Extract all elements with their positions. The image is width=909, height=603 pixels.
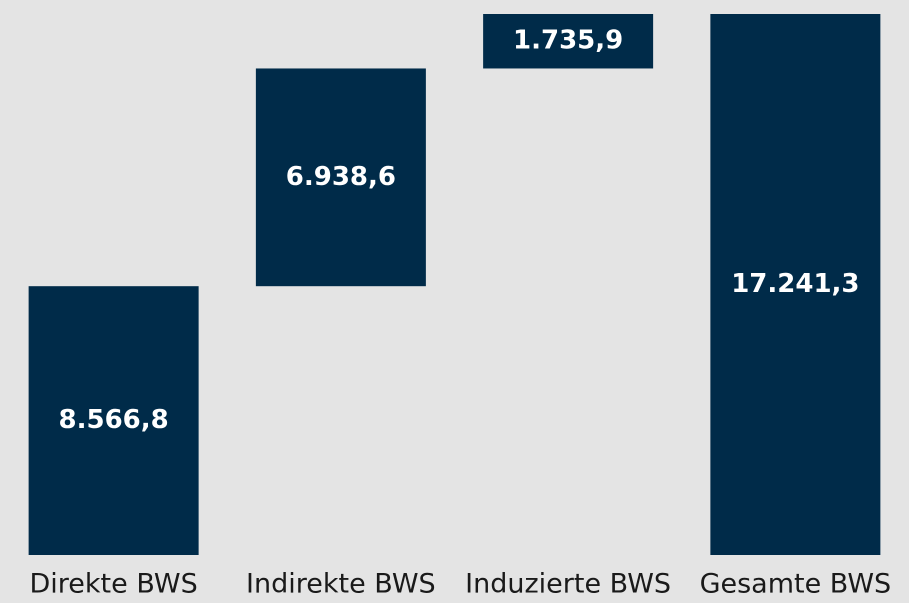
x-tick-label: Gesamte BWS [700, 569, 892, 600]
value-label: 1.735,9 [513, 26, 623, 56]
bar [710, 14, 881, 555]
bar [255, 68, 426, 287]
x-tick-label: Indirekte BWS [246, 569, 436, 600]
x-tick-label: Direkte BWS [30, 569, 198, 600]
value-label: 6.938,6 [286, 162, 396, 192]
x-tick-label: Induzierte BWS [465, 569, 671, 600]
value-label: 8.566,8 [59, 405, 169, 435]
bar [28, 286, 199, 555]
value-label: 17.241,3 [731, 269, 859, 299]
bar [483, 14, 654, 69]
